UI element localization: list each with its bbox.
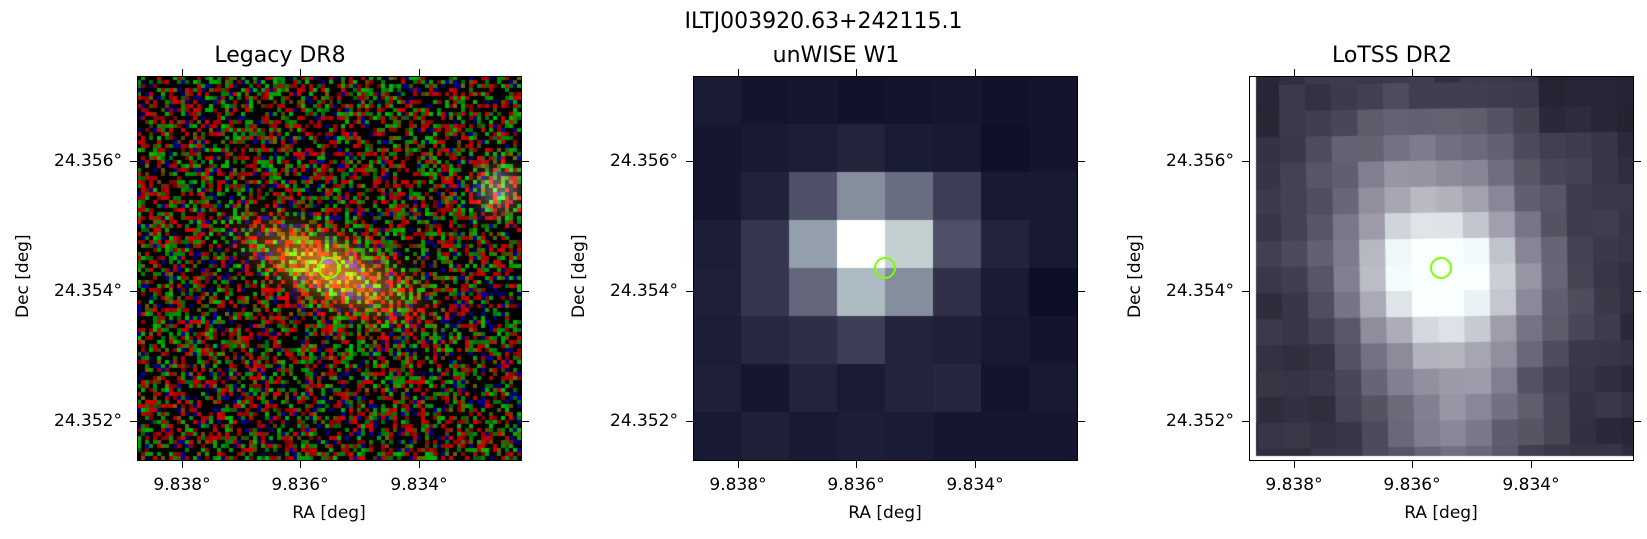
tick [1294, 69, 1295, 76]
y-tick-label: 24.352° [54, 411, 122, 431]
y-axis-label: Dec [deg] [569, 234, 589, 318]
tick [975, 461, 976, 468]
tick [130, 291, 137, 292]
tick [738, 461, 739, 468]
y-tick-label: 24.352° [610, 411, 678, 431]
tick [686, 291, 693, 292]
figure-title: ILTJ003920.63+242115.1 [684, 9, 963, 34]
tick [1078, 291, 1085, 292]
x-tick-label: 9.836° [1383, 475, 1441, 495]
tick [1531, 69, 1532, 76]
tick [1634, 161, 1641, 162]
y-tick-label: 24.356° [54, 151, 122, 171]
tick [182, 461, 183, 468]
tick [975, 69, 976, 76]
y-axis-label: Dec [deg] [13, 234, 33, 318]
tick [130, 421, 137, 422]
tick [738, 69, 739, 76]
y-tick-label: 24.354° [1166, 281, 1234, 301]
panel-title: LoTSS DR2 [1332, 43, 1452, 68]
tick [1412, 461, 1413, 468]
tick [300, 461, 301, 468]
image-frame [693, 76, 1078, 461]
x-axis-label: RA [deg] [848, 503, 922, 523]
x-tick-label: 9.838° [153, 475, 211, 495]
tick [1634, 421, 1641, 422]
x-axis-label: RA [deg] [1404, 503, 1478, 523]
x-axis-label: RA [deg] [292, 503, 366, 523]
tick [130, 161, 137, 162]
image-frame [137, 76, 522, 461]
tick [1531, 461, 1532, 468]
tick [1634, 291, 1641, 292]
panel-title: Legacy DR8 [214, 43, 346, 68]
tick [300, 69, 301, 76]
tick [856, 69, 857, 76]
tick [1242, 421, 1249, 422]
y-tick-label: 24.356° [1166, 151, 1234, 171]
y-tick-label: 24.352° [1166, 411, 1234, 431]
x-tick-label: 9.838° [709, 475, 767, 495]
tick [419, 461, 420, 468]
source-marker [874, 257, 896, 279]
x-tick-label: 9.834° [946, 475, 1004, 495]
tick [1078, 161, 1085, 162]
panel-unwise-w1: unWISE W1 9.838° 9.836° 9.834° 24.356° 2… [556, 0, 1116, 539]
y-tick-label: 24.354° [610, 281, 678, 301]
y-tick-label: 24.356° [610, 151, 678, 171]
x-tick-label: 9.834° [1502, 475, 1560, 495]
tick [1412, 69, 1413, 76]
tick [419, 69, 420, 76]
x-tick-label: 9.838° [1265, 475, 1323, 495]
tick [686, 421, 693, 422]
tick [1294, 461, 1295, 468]
image-frame [1249, 76, 1634, 461]
source-marker [1430, 257, 1452, 279]
tick [522, 291, 529, 292]
tick [1078, 421, 1085, 422]
x-tick-label: 9.836° [827, 475, 885, 495]
tick [182, 69, 183, 76]
tick [686, 161, 693, 162]
tick [522, 161, 529, 162]
x-tick-label: 9.834° [390, 475, 448, 495]
tick [856, 461, 857, 468]
panel-title: unWISE W1 [772, 43, 900, 68]
y-axis-label: Dec [deg] [1125, 234, 1145, 318]
panel-lotss-dr2: LoTSS DR2 9.838° 9.836° 9.834° 24.356° 2… [1112, 0, 1647, 539]
y-tick-label: 24.354° [54, 281, 122, 301]
x-tick-label: 9.836° [271, 475, 329, 495]
source-marker [318, 257, 340, 279]
tick [1242, 291, 1249, 292]
panel-legacy-dr8: Legacy DR8 9.838° 9.836° 9.834° 24.356° … [0, 0, 560, 539]
tick [1242, 161, 1249, 162]
tick [522, 421, 529, 422]
